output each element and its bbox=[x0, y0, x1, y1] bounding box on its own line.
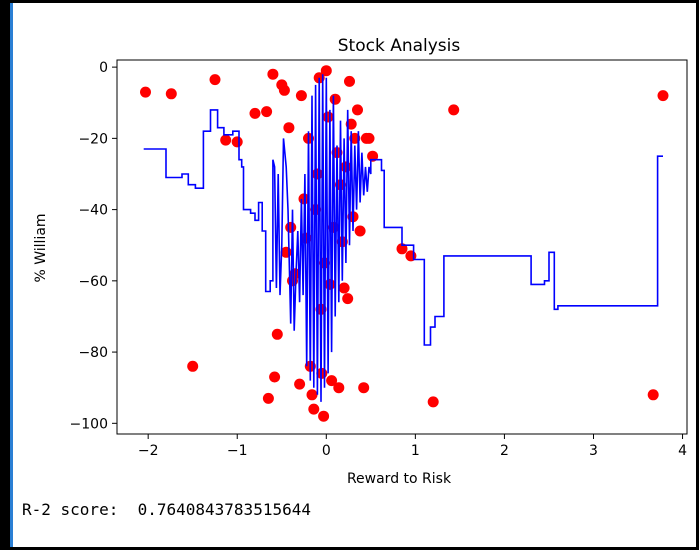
y-axis-label: % William bbox=[33, 213, 49, 282]
scatter-point bbox=[271, 328, 283, 340]
scatter-point bbox=[657, 90, 669, 102]
scatter-point bbox=[324, 278, 336, 290]
y-tick-label: −40 bbox=[78, 203, 108, 219]
x-tick-label: 2 bbox=[500, 443, 509, 459]
scatter-point bbox=[209, 74, 221, 86]
r2-score-value: 0.7640843783515644 bbox=[137, 500, 311, 519]
scatter-point bbox=[647, 389, 659, 401]
x-tick-label: 4 bbox=[678, 443, 687, 459]
x-tick-label: 1 bbox=[411, 443, 420, 459]
scatter-point bbox=[231, 136, 243, 148]
plot-area: −2 −1 0 1 2 3 4 0 −20 −40 −60 −80 −100 bbox=[70, 59, 688, 459]
scatter-point bbox=[354, 225, 366, 237]
scatter-point bbox=[358, 382, 370, 394]
cell-focus-bar bbox=[10, 3, 13, 547]
scatter-point bbox=[306, 389, 318, 401]
scatter-point bbox=[269, 371, 281, 383]
scatter-point bbox=[295, 90, 307, 102]
scatter-point bbox=[267, 68, 279, 80]
x-tick-label: 0 bbox=[322, 443, 331, 459]
scatter-point bbox=[338, 282, 350, 294]
x-tick-label: −2 bbox=[138, 443, 159, 459]
scatter-point bbox=[322, 111, 334, 123]
scatter-point bbox=[396, 243, 408, 255]
scatter-point bbox=[333, 382, 345, 394]
y-tick-label: −80 bbox=[78, 345, 108, 361]
prediction-line bbox=[143, 74, 663, 402]
scatter-point bbox=[294, 378, 306, 390]
x-axis-label: Reward to Risk bbox=[347, 471, 452, 487]
scatter-point bbox=[249, 107, 261, 119]
scatter-point bbox=[342, 293, 354, 305]
scatter-point bbox=[363, 132, 375, 144]
axes-frame bbox=[116, 59, 688, 435]
scatter-point bbox=[289, 268, 301, 280]
scatter-point bbox=[329, 93, 341, 105]
scatter-point bbox=[220, 134, 232, 146]
scatter-point bbox=[283, 122, 295, 134]
scatter-point bbox=[311, 168, 323, 180]
y-tick-label: −100 bbox=[70, 416, 108, 432]
r2-score-label: R-2 score: bbox=[22, 500, 119, 519]
scatter-point bbox=[262, 392, 274, 404]
x-tick-label: 3 bbox=[589, 443, 598, 459]
scatter-point bbox=[427, 396, 439, 408]
scatter-point bbox=[187, 360, 199, 372]
y-tick-label: −20 bbox=[78, 131, 108, 147]
r2-score-output: R-2 score: 0.7640843783515644 bbox=[22, 500, 311, 519]
plot-figure: Stock Analysis Reward to Risk % William … bbox=[33, 36, 688, 487]
scatter-point bbox=[308, 403, 320, 415]
scatter-point bbox=[352, 104, 363, 116]
scatter-point bbox=[278, 84, 290, 96]
scatter-point bbox=[165, 88, 177, 100]
y-tick-label: 0 bbox=[99, 60, 108, 76]
x-tick-label: −1 bbox=[227, 443, 248, 459]
chart-title: Stock Analysis bbox=[338, 36, 461, 56]
scatter-point bbox=[140, 86, 151, 98]
scatter-point bbox=[326, 375, 338, 387]
scatter-point bbox=[340, 161, 352, 173]
scatter-point bbox=[285, 221, 297, 233]
scatter-point bbox=[318, 410, 330, 422]
chart-svg: Stock Analysis Reward to Risk % William … bbox=[33, 36, 688, 487]
scatter-point bbox=[344, 75, 355, 87]
scatter-point bbox=[261, 106, 273, 118]
y-tick-label: −60 bbox=[78, 274, 108, 290]
scatter-point bbox=[448, 104, 460, 116]
scatter-point bbox=[320, 65, 332, 77]
